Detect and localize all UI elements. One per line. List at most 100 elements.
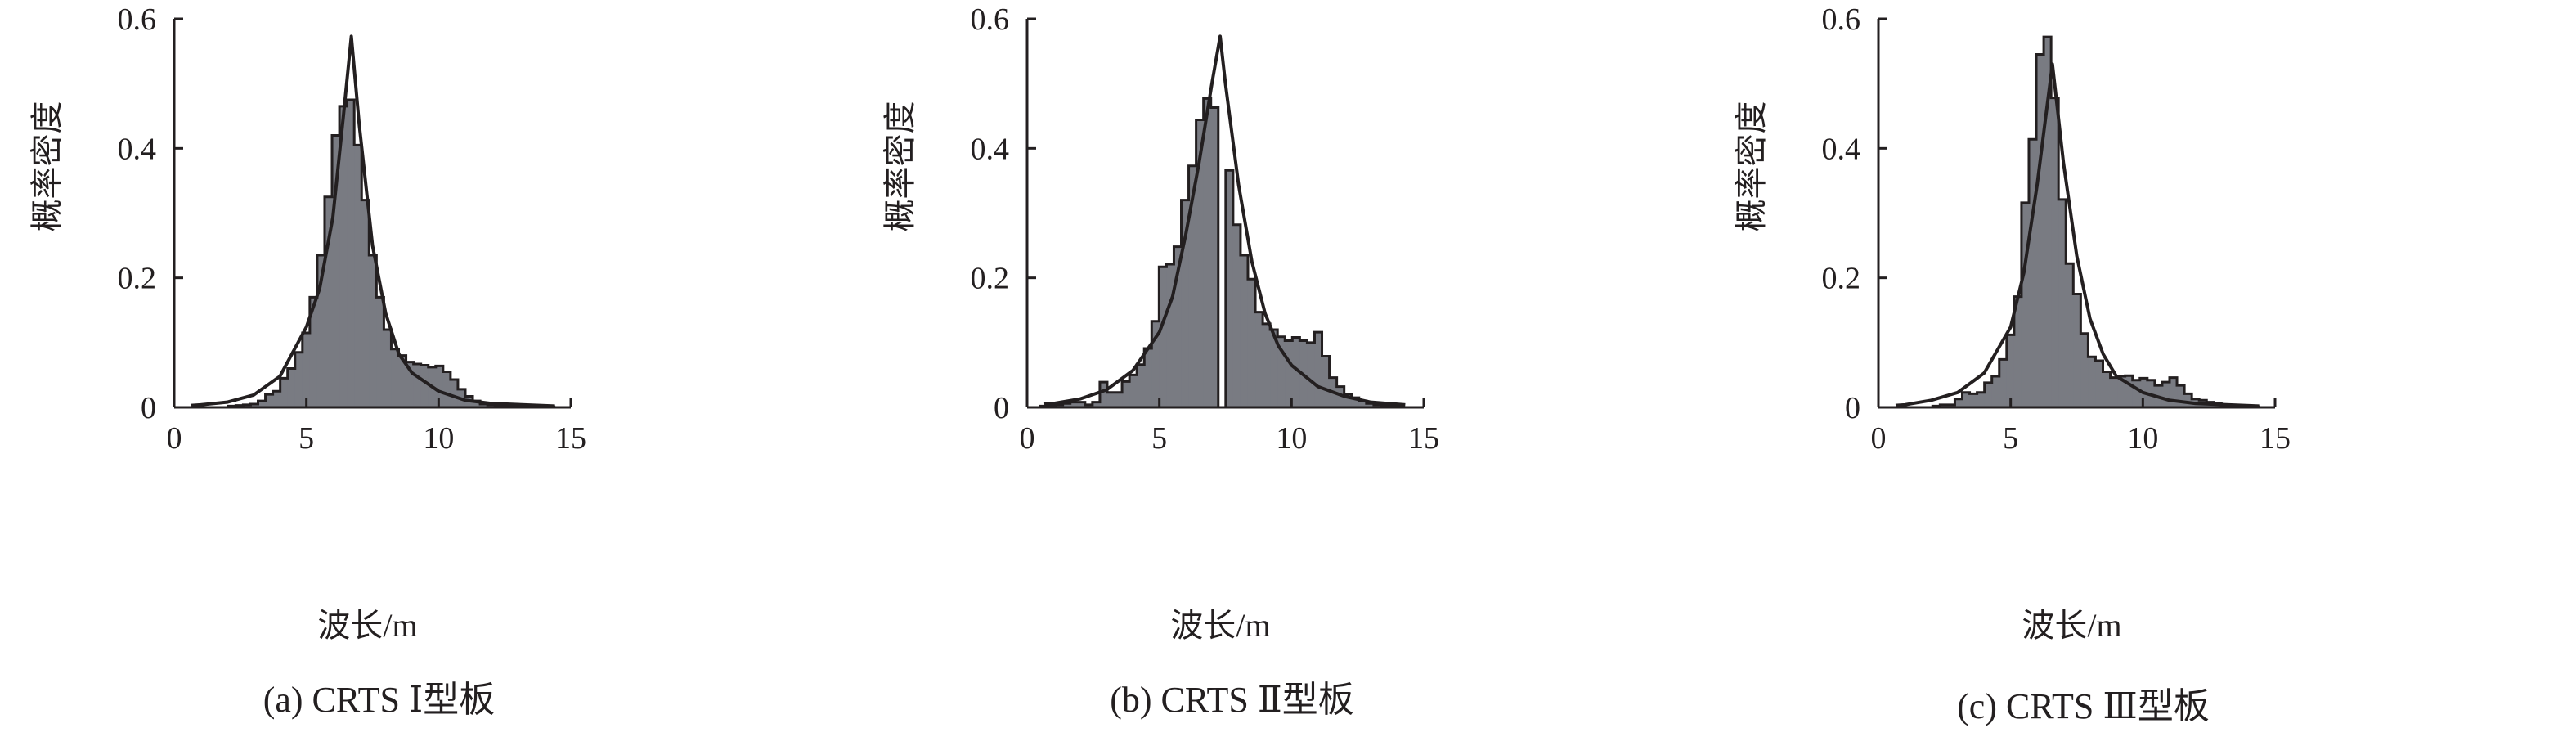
histogram-bar	[1351, 398, 1360, 407]
histogram-bar	[316, 254, 325, 407]
x-axis-label: 波长/m	[1170, 607, 1270, 644]
histogram-bar	[2058, 199, 2067, 407]
histogram-bar	[250, 404, 258, 407]
histogram-bar	[1314, 332, 1323, 407]
histogram-bar	[1336, 386, 1345, 407]
histogram-bar	[1247, 279, 1256, 407]
histogram-bar	[1106, 392, 1115, 407]
histogram-bar	[1062, 403, 1071, 407]
histogram-bar	[339, 106, 348, 407]
histogram-bar	[1255, 312, 1263, 407]
histogram-bar	[473, 401, 481, 407]
histogram-bar	[1991, 376, 2000, 407]
y-tick-label: 0.6	[971, 2, 1010, 37]
histogram-bar	[1137, 364, 1145, 407]
histogram-bar	[1166, 264, 1174, 407]
histogram-bar	[442, 371, 451, 407]
y-tick-label: 0.4	[1822, 132, 1861, 166]
histogram-bar	[1277, 336, 1286, 407]
y-axis-label: 概率密度	[29, 101, 65, 232]
histogram-bar	[487, 404, 496, 407]
histogram-bar	[1940, 404, 1948, 407]
histogram-bar	[1159, 267, 1167, 407]
histogram-bar	[1344, 394, 1353, 407]
histogram-bar	[294, 352, 303, 407]
y-tick-label: 0.6	[1822, 2, 1861, 37]
histogram-bar	[1307, 342, 1315, 407]
histogram-bar	[2177, 385, 2185, 407]
histogram-bar	[287, 368, 296, 407]
subfigure-caption: (b) CRTS Ⅱ型板	[1110, 680, 1354, 720]
histogram-bar	[376, 297, 384, 407]
histogram-bar	[2028, 139, 2037, 407]
histogram-bar	[1122, 381, 1130, 407]
x-tick-label: 0	[1020, 421, 1035, 456]
chart-panel-c: 0 0.2 0.4 0.6 0 5 10 15 波长/m 概率密度 (c) CRTS Ⅲ型板	[1733, 2, 2291, 726]
histogram-bar	[258, 401, 267, 407]
x-tick-label: 5	[1151, 421, 1167, 456]
histogram-bar	[1984, 382, 1993, 407]
histogram-bar	[1962, 392, 1971, 407]
y-axis-label: 概率密度	[882, 101, 918, 232]
histogram-bar	[354, 145, 362, 407]
histogram-bar	[1115, 392, 1123, 407]
histogram-bar	[1092, 402, 1101, 407]
histogram-bar	[2095, 361, 2104, 407]
histogram-bar	[1358, 401, 1367, 407]
histogram-bar	[1285, 340, 1293, 407]
histogram-bar	[361, 200, 370, 407]
histogram-bar	[384, 330, 392, 407]
histogram-bar	[1977, 392, 1986, 407]
x-tick-label: 15	[1408, 421, 1439, 456]
histogram-bar	[1188, 165, 1197, 408]
histogram-bar	[2117, 376, 2126, 407]
histogram-bar	[1181, 200, 1190, 407]
histogram-bar	[1084, 404, 1093, 407]
histogram-bar	[2103, 371, 2112, 407]
y-tick-label: 0	[1845, 391, 1860, 425]
histogram-bar	[302, 332, 311, 407]
histogram-bar	[1196, 119, 1205, 407]
histogram-bar	[435, 366, 444, 407]
histogram-bar	[391, 348, 400, 407]
x-tick-label: 15	[2260, 421, 2291, 456]
y-tick-label: 0.2	[118, 262, 157, 296]
x-axis-label: 波长/m	[2022, 607, 2121, 644]
histogram-bar	[1969, 393, 1978, 407]
x-tick-label: 15	[555, 421, 586, 456]
histogram-bar	[1225, 170, 1234, 407]
histogram-bar	[2110, 377, 2119, 407]
histogram-bar	[450, 379, 459, 407]
histogram-bar	[324, 196, 333, 408]
histogram-bar	[1203, 98, 1212, 407]
histogram-bar	[2006, 335, 2015, 407]
histogram-bar	[1292, 337, 1300, 407]
histogram-bar	[1366, 403, 1375, 407]
fit-curve	[191, 34, 555, 408]
x-tick-label: 10	[423, 421, 454, 456]
y-tick-label: 0.2	[1822, 262, 1861, 296]
histogram-bar	[420, 365, 429, 407]
histogram-bar	[243, 404, 251, 407]
histogram-outline	[1039, 97, 1405, 409]
histogram-bar	[1240, 254, 1249, 407]
histogram-bar	[1373, 404, 1382, 407]
histogram-bar	[332, 135, 340, 407]
histogram-bar	[1055, 404, 1064, 407]
y-tick-label: 0.4	[971, 132, 1010, 166]
y-tick-label: 0.6	[118, 2, 157, 37]
histogram-bar	[398, 355, 407, 407]
histogram-bar	[1077, 402, 1086, 407]
histogram-bar	[309, 297, 318, 407]
y-tick-label: 0.2	[971, 262, 1010, 296]
subfigure-caption: (a) CRTS Ⅰ型板	[263, 680, 496, 720]
histogram-bar	[1070, 402, 1079, 407]
histogram-bar	[2051, 97, 2059, 407]
y-tick-label: 0.4	[118, 132, 157, 166]
fit-curve	[1895, 62, 2260, 408]
x-axis-label: 波长/m	[317, 607, 417, 644]
histogram-bar	[1270, 330, 1278, 407]
histogram-bar	[2132, 380, 2141, 407]
histogram-bar	[2169, 377, 2178, 407]
histogram-bar	[2036, 54, 2044, 408]
